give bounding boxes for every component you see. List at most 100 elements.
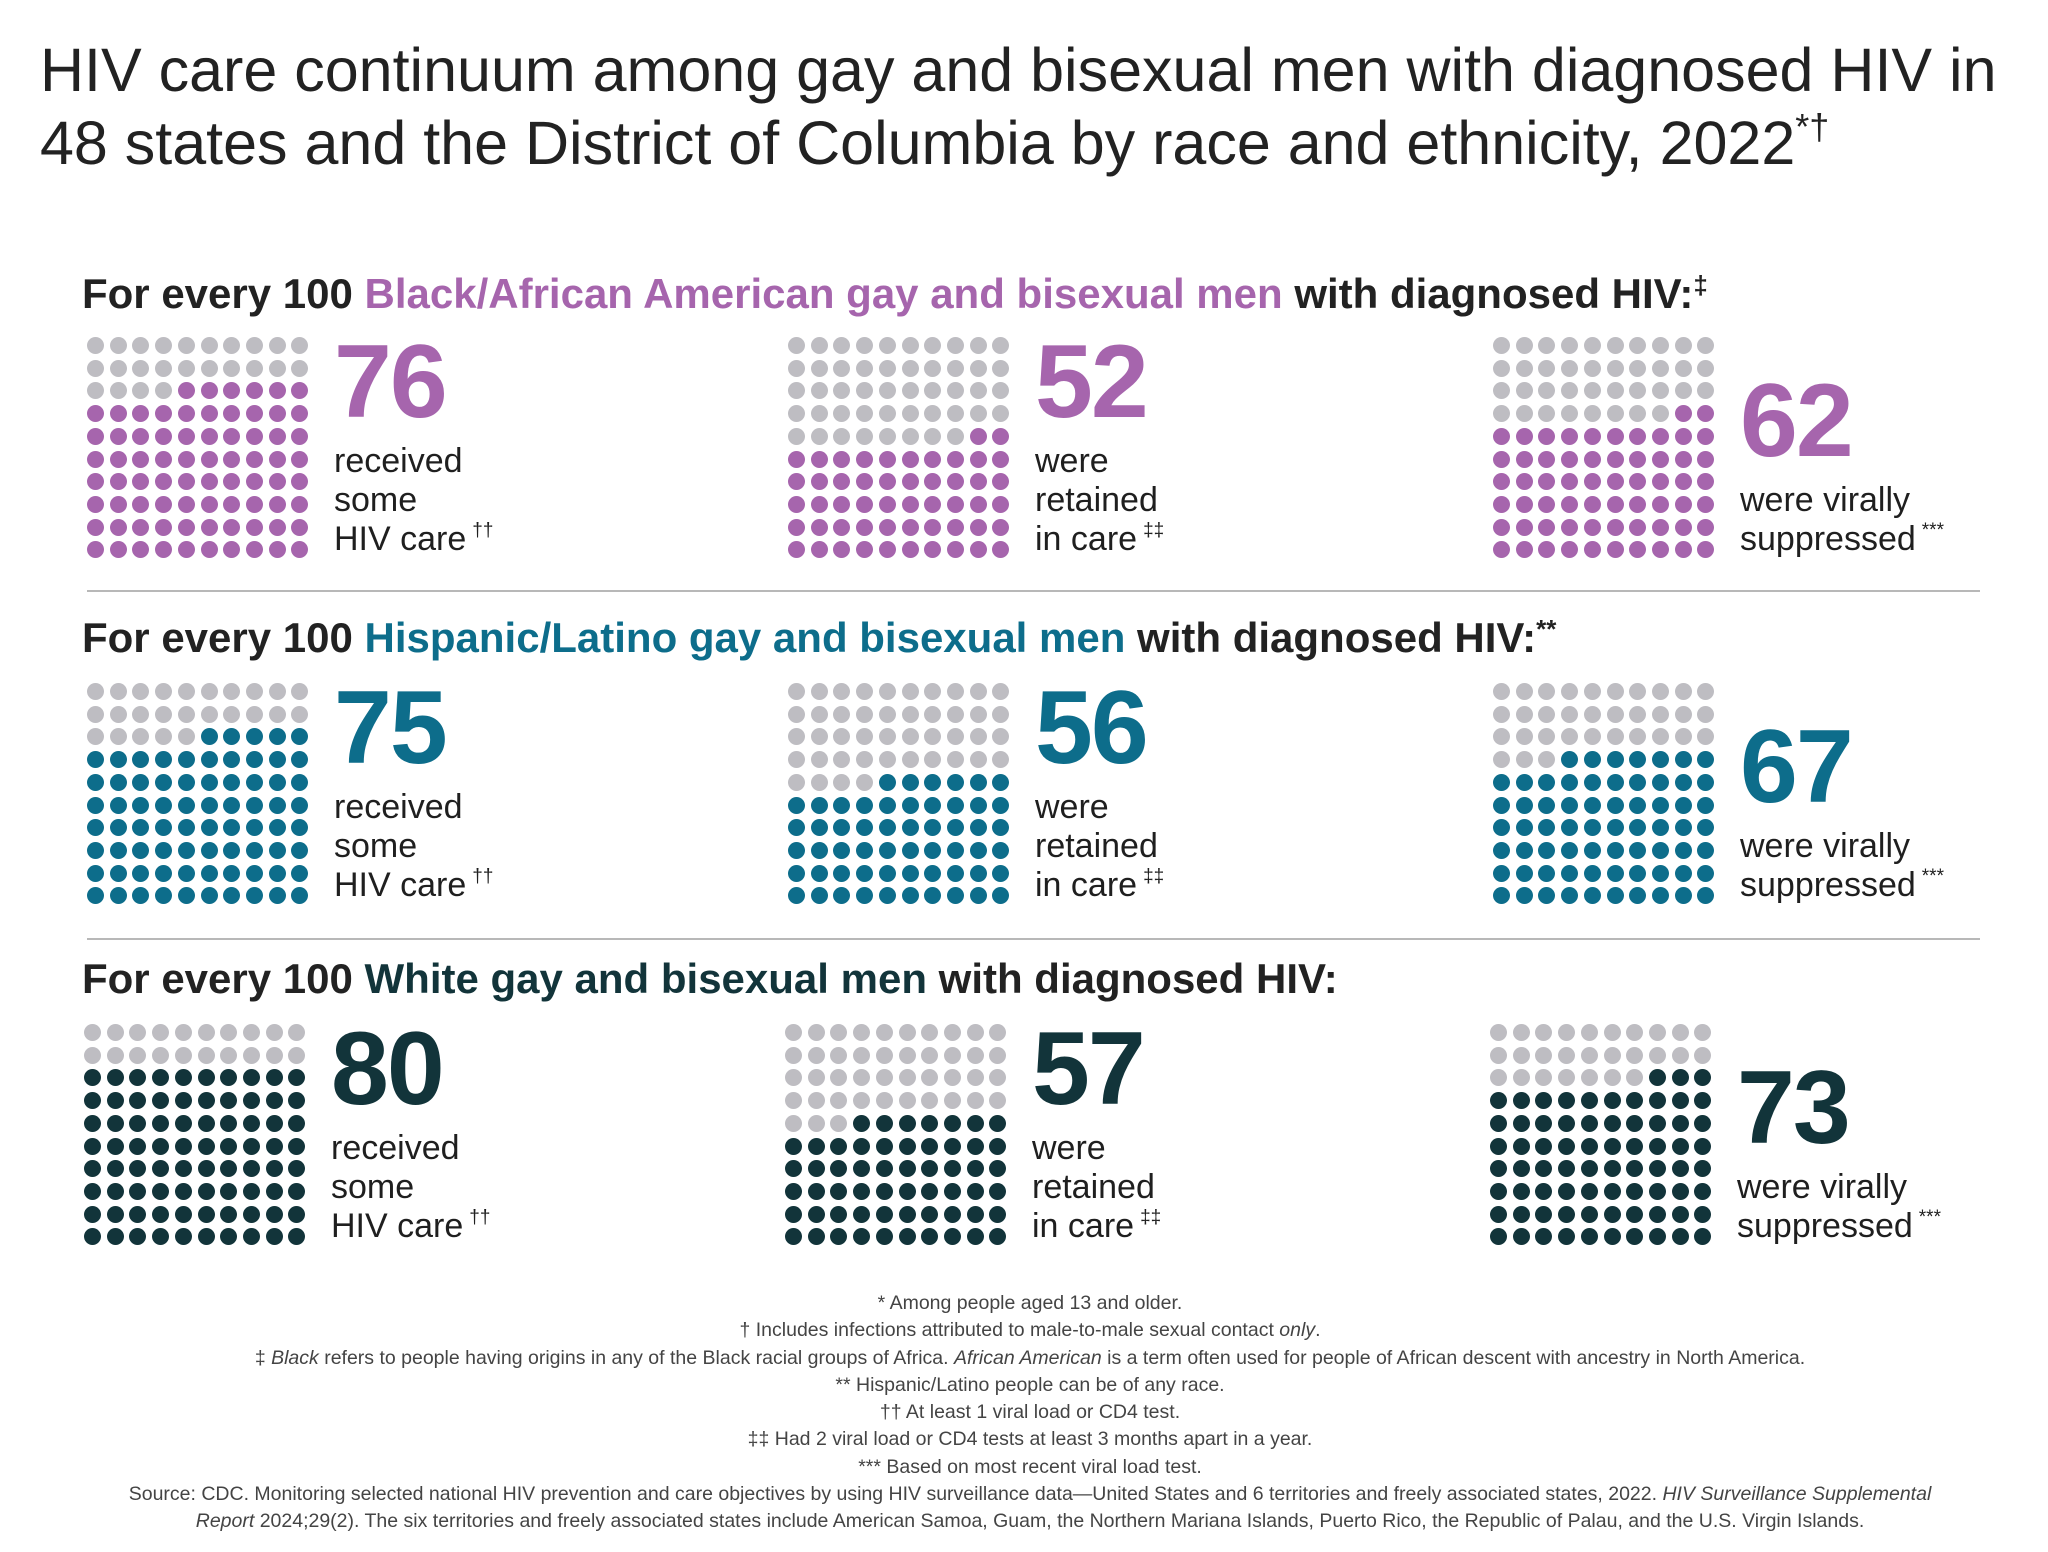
dot-filled [901,841,919,859]
dot-filled [785,1182,802,1200]
dot-filled [129,1228,147,1246]
dot-empty [833,359,851,377]
dot-filled [200,450,218,468]
dot-empty [242,1046,260,1064]
dot-filled [1512,1137,1530,1155]
dot-filled [1493,841,1510,859]
dot-empty [1671,1046,1689,1064]
dot-filled [132,887,150,905]
dot-filled [924,841,942,859]
dot-filled [109,450,127,468]
dot-filled [1629,796,1647,814]
dot-empty [1629,337,1647,354]
dot-filled [291,751,309,769]
stat-label-text: some [334,481,418,519]
dot-filled [200,427,218,445]
dot-empty [992,359,1010,377]
dot-filled [1490,1228,1507,1246]
dot-empty [969,705,987,723]
dot-filled [901,450,919,468]
dot-filled [220,1114,238,1132]
dot-filled [268,887,286,905]
dot-empty [992,382,1010,400]
dot-grid [84,1024,311,1246]
dot-empty [878,683,896,700]
dot-filled [946,541,964,559]
dot-filled [875,1137,893,1155]
dot-empty [1493,382,1510,400]
dot-filled [788,495,805,513]
dot-filled [265,1160,283,1178]
dot-filled [1694,1092,1712,1110]
dot-filled [109,819,127,837]
dot-empty [155,382,173,400]
dot-empty [785,1024,802,1041]
dot-empty [810,337,828,354]
dot-filled [830,1160,848,1178]
dot-empty [106,1046,124,1064]
dot-filled [268,728,286,746]
dot-empty [810,427,828,445]
dot-filled [1538,473,1556,491]
dot-empty [833,427,851,445]
dot-empty [830,1046,848,1064]
dot-filled [1603,1182,1621,1200]
dot-empty [1626,1024,1644,1041]
stat-label-line: retained [1035,481,1164,520]
dot-filled [878,518,896,536]
dot-empty [992,728,1010,746]
dot-filled [1629,495,1647,513]
dot-filled [1512,1182,1530,1200]
stat-value: 75 [334,670,448,786]
stat-panel: 62 were virally suppressed *** [1493,337,2048,559]
dot-filled [245,864,263,882]
stat-label-text: received [331,1129,460,1167]
dot-empty [921,1092,939,1110]
dot-filled [1694,1069,1712,1087]
dot-filled [810,450,828,468]
heading-suffix: with diagnosed HIV: [1282,270,1694,317]
stat-label-text: HIV care [334,520,467,558]
dot-filled [84,1114,101,1132]
dot-filled [856,495,874,513]
dot-empty [946,683,964,700]
dot-empty [1651,705,1669,723]
dot-filled [242,1160,260,1178]
dot-filled [245,751,263,769]
stat-value: 67 [1740,709,1854,825]
dot-filled [1515,773,1533,791]
dot-empty [1490,1024,1507,1041]
dot-empty [898,1069,916,1087]
heading-prefix: For every 100 [82,270,365,317]
dot-filled [1535,1092,1553,1110]
dot-filled [197,1228,215,1246]
dot-filled [106,1182,124,1200]
dot-empty [288,1024,306,1041]
dot-filled [84,1205,101,1223]
stat-text: 73 were virally suppressed *** [1737,1048,1941,1246]
dot-filled [943,1182,961,1200]
dot-empty [810,683,828,700]
dot-empty [291,337,309,354]
dot-empty [1697,728,1715,746]
dot-filled [132,495,150,513]
dot-empty [833,773,851,791]
heading-footnote-mark: ** [1536,614,1557,644]
dot-filled [155,773,173,791]
dot-filled [223,841,241,859]
dot-filled [1674,864,1692,882]
dot-empty [87,728,104,746]
heading-group: Black/African American gay and bisexual … [364,270,1283,317]
dot-filled [1538,427,1556,445]
dot-filled [1694,1228,1712,1246]
dot-filled [1674,495,1692,513]
dot-empty [1535,1024,1553,1041]
stat-text: 56 were retained in care ‡‡ [1035,668,1164,905]
dot-filled [242,1182,260,1200]
dot-filled [132,819,150,837]
dot-filled [969,796,987,814]
dot-filled [1493,450,1510,468]
dot-filled [1558,1114,1576,1132]
dot-filled [1535,1228,1553,1246]
dot-empty [1674,337,1692,354]
